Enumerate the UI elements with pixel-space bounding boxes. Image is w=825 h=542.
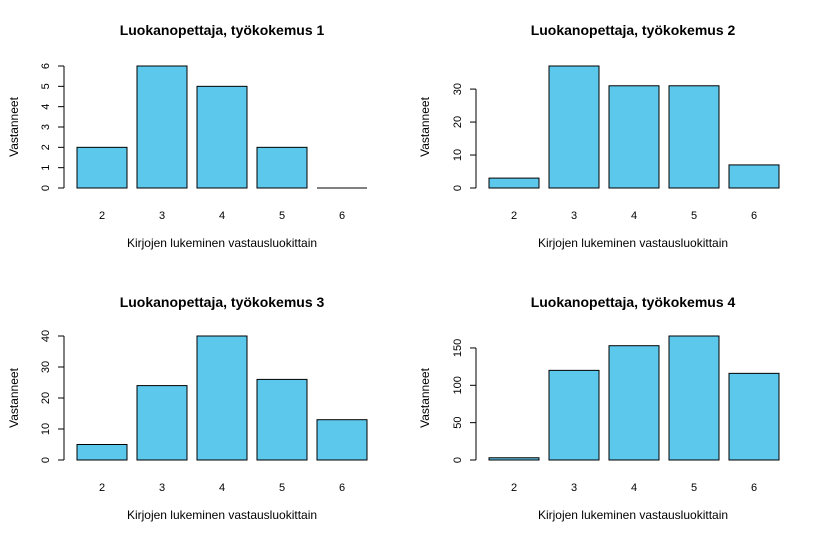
x-tick-label: 3 — [159, 482, 165, 494]
y-tick-label: 10 — [452, 149, 464, 161]
bar-4 — [608, 345, 660, 461]
bar-2 — [488, 457, 540, 461]
bar-4 — [608, 85, 660, 189]
y-tick-label: 0 — [40, 457, 52, 463]
bar-2 — [488, 177, 540, 189]
bar-3 — [548, 369, 600, 461]
bar-6 — [316, 419, 368, 461]
bar-5 — [668, 335, 720, 461]
y-axis-label: Vastanneet — [7, 367, 21, 427]
x-tick-label: 3 — [571, 210, 577, 222]
y-axis-label: Vastanneet — [418, 367, 432, 427]
x-axis-label: Kirjojen lukeminen vastausluokittain — [538, 508, 728, 522]
y-tick-label: 30 — [452, 83, 464, 95]
x-tick-label: 4 — [631, 482, 637, 494]
y-tick-label: 40 — [40, 330, 52, 342]
chart-panel-2: Luokanopettaja, työkokemus 2 0 10 20 30 2 3 4 5 6… — [418, 22, 780, 250]
x-tick-label: 2 — [511, 210, 517, 222]
bar-6 — [728, 164, 780, 189]
y-tick-label: 1 — [40, 165, 52, 171]
bar-2 — [76, 444, 128, 461]
x-tick-label: 2 — [99, 210, 105, 222]
x-tick-label: 4 — [219, 210, 225, 222]
chart-panel-3: Luokanopettaja, työkokemus 3 0 10 20 30 40 2 3 4… — [7, 294, 368, 522]
x-tick-label: 6 — [751, 482, 757, 494]
chart-title: Luokanopettaja, työkokemus 2 — [531, 22, 736, 38]
x-tick-label: 2 — [511, 482, 517, 494]
bar-3 — [136, 65, 188, 189]
x-tick-label: 3 — [159, 210, 165, 222]
y-tick-label: 0 — [452, 457, 464, 463]
y-axis-label: Vastanneet — [7, 96, 21, 156]
bar-3 — [548, 65, 600, 189]
chart-title: Luokanopettaja, työkokemus 4 — [531, 294, 736, 310]
bar-5 — [668, 85, 720, 189]
y-tick-label: 10 — [40, 423, 52, 435]
bar-5 — [256, 146, 308, 189]
x-axis-label: Kirjojen lukeminen vastausluokittain — [127, 508, 317, 522]
chart-title: Luokanopettaja, työkokemus 1 — [120, 22, 325, 38]
y-tick-label: 5 — [40, 83, 52, 89]
y-tick-label: 4 — [40, 104, 52, 110]
y-tick-label: 30 — [40, 361, 52, 373]
chart-panel-1: Luokanopettaja, työkokemus 1 0 1 2 3 4 5 6 2 3 4 5 6… — [7, 22, 367, 250]
y-tick-label: 20 — [452, 116, 464, 128]
y-tick-label: 3 — [40, 124, 52, 130]
y-tick-label: 0 — [40, 185, 52, 191]
y-tick-label: 20 — [40, 392, 52, 404]
x-tick-label: 6 — [339, 482, 345, 494]
chart-title: Luokanopettaja, työkokemus 3 — [120, 294, 325, 310]
x-tick-label: 2 — [99, 482, 105, 494]
x-tick-label: 4 — [219, 482, 225, 494]
y-axis-label: Vastanneet — [418, 96, 432, 156]
bar-6 — [728, 372, 780, 461]
bar-4 — [196, 335, 248, 461]
chart-panel-4: Luokanopettaja, työkokemus 4 0 50 100 150 2 3 4… — [418, 294, 780, 522]
x-tick-label: 6 — [339, 210, 345, 222]
x-tick-label: 5 — [279, 482, 285, 494]
x-tick-label: 5 — [691, 210, 697, 222]
bar-5 — [256, 378, 308, 461]
bar-3 — [136, 385, 188, 461]
x-tick-label: 5 — [279, 210, 285, 222]
x-tick-label: 5 — [691, 482, 697, 494]
bar-4 — [196, 85, 248, 189]
y-tick-label: 50 — [452, 417, 464, 429]
x-tick-label: 3 — [571, 482, 577, 494]
y-tick-label: 0 — [452, 185, 464, 191]
y-tick-label: 150 — [452, 339, 464, 357]
y-tick-label: 2 — [40, 144, 52, 150]
x-axis-label: Kirjojen lukeminen vastausluokittain — [538, 236, 728, 250]
x-tick-label: 6 — [751, 210, 757, 222]
x-axis-label: Kirjojen lukeminen vastausluokittain — [127, 236, 317, 250]
y-tick-label: 6 — [40, 63, 52, 69]
bar-2 — [76, 146, 128, 189]
x-tick-label: 4 — [631, 210, 637, 222]
y-tick-label: 100 — [452, 376, 464, 394]
